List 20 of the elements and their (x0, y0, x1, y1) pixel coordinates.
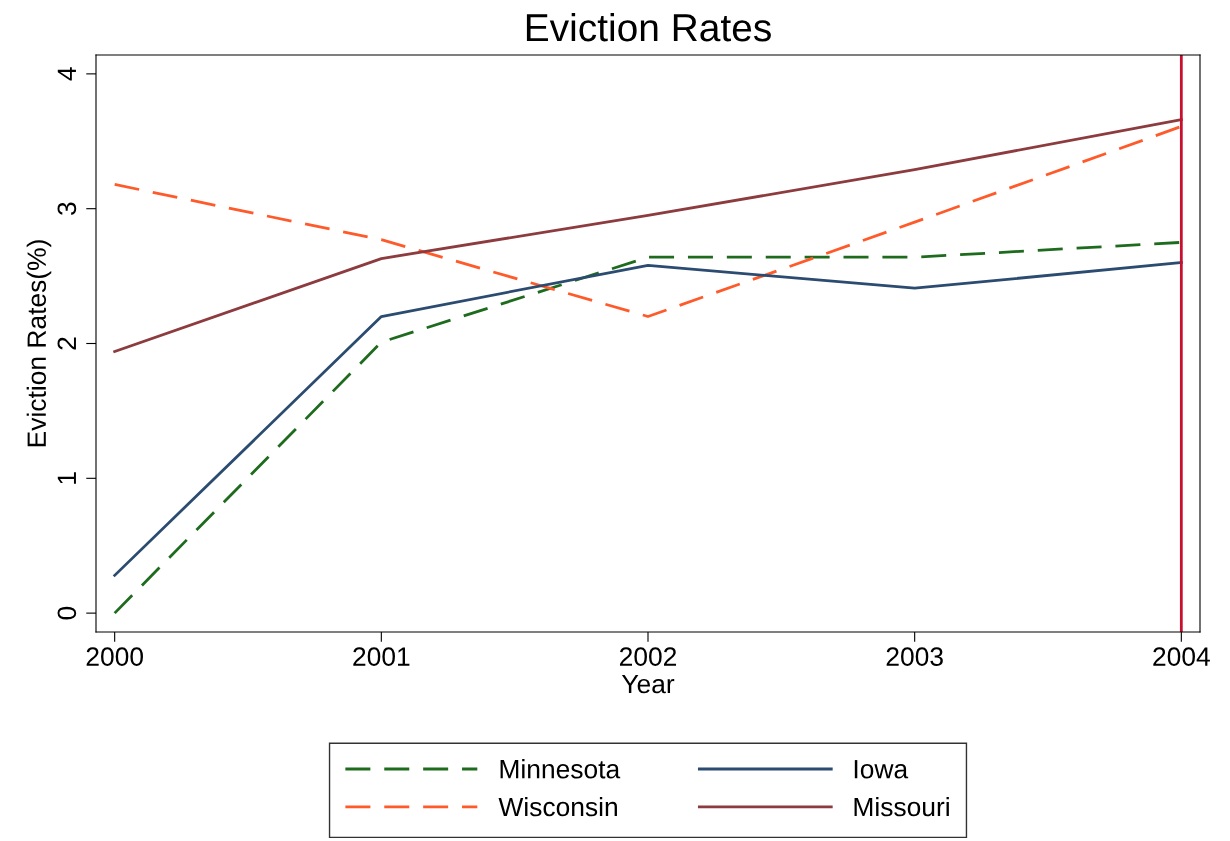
x-axis-title: Year (621, 674, 675, 694)
legend-label: Wisconsin (498, 796, 617, 817)
x-tick-label: 2002 (619, 647, 677, 666)
y-tick-label: 4 (57, 67, 76, 81)
y-tick-label: 0 (57, 606, 77, 620)
chart-title: Eviction Rates (526, 12, 771, 42)
x-tick-label: 2000 (86, 647, 143, 666)
legend-label: Missouri (854, 796, 949, 817)
y-tick-label: 1 (57, 472, 76, 484)
y-tick-label: 2 (57, 337, 76, 350)
y-axis-title: Eviction Rates(%) (26, 240, 52, 447)
legend-label: Iowa (854, 760, 909, 779)
line-series (113, 125, 1183, 318)
y-tick-label: 3 (57, 202, 77, 216)
x-tick-label: 2003 (886, 647, 943, 666)
x-tick-label: 2004 (1153, 647, 1210, 666)
legend-label: Minnesota (500, 759, 621, 779)
line-series (113, 261, 1183, 577)
x-tick-label: 2001 (353, 647, 410, 666)
line-series (113, 118, 1183, 353)
